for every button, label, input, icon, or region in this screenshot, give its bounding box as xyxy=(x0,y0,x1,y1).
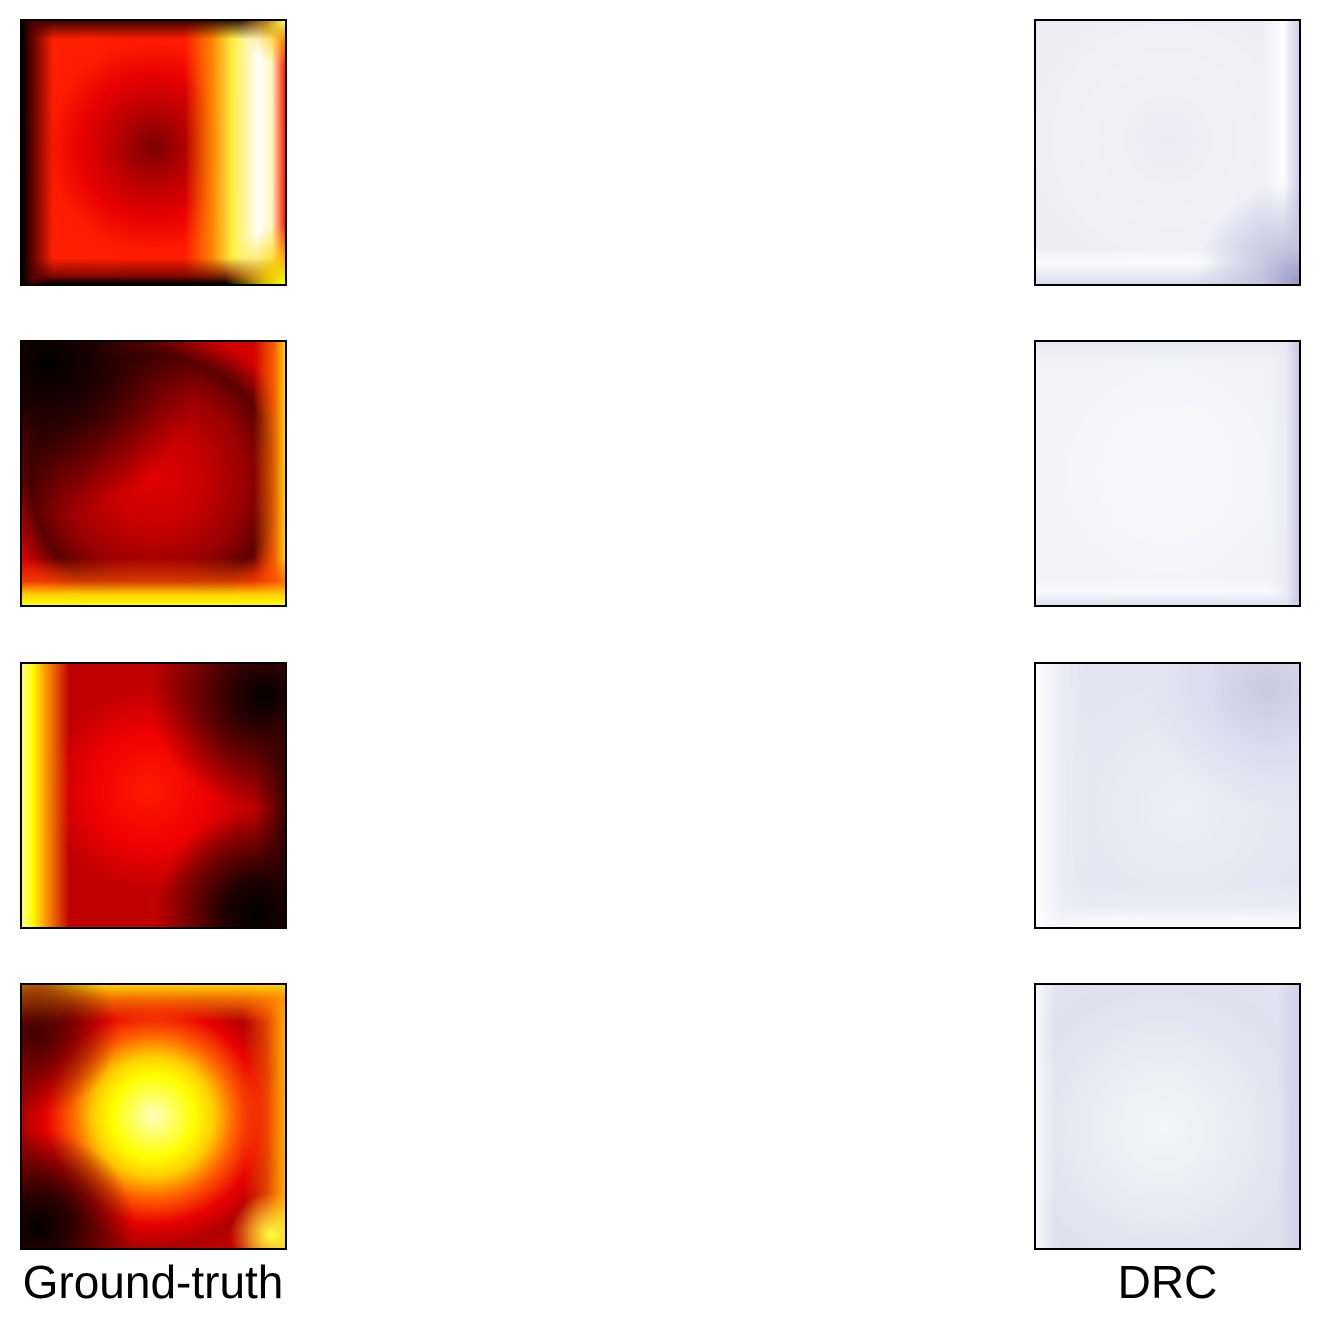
drc-panel-3 xyxy=(1034,662,1301,929)
drc-panel-1 xyxy=(1034,19,1301,286)
ground-truth-panel-1 xyxy=(20,19,287,286)
ground-truth-panel-3 xyxy=(20,662,287,929)
ground-truth-panel-2 xyxy=(20,340,287,607)
ground-truth-panel-4 xyxy=(20,983,287,1250)
ground-truth-column-label: Ground-truth xyxy=(22,1256,284,1308)
drc-column-label: DRC xyxy=(1117,1256,1218,1308)
drc-panel-2 xyxy=(1034,340,1301,607)
drc-panel-4 xyxy=(1034,983,1301,1250)
